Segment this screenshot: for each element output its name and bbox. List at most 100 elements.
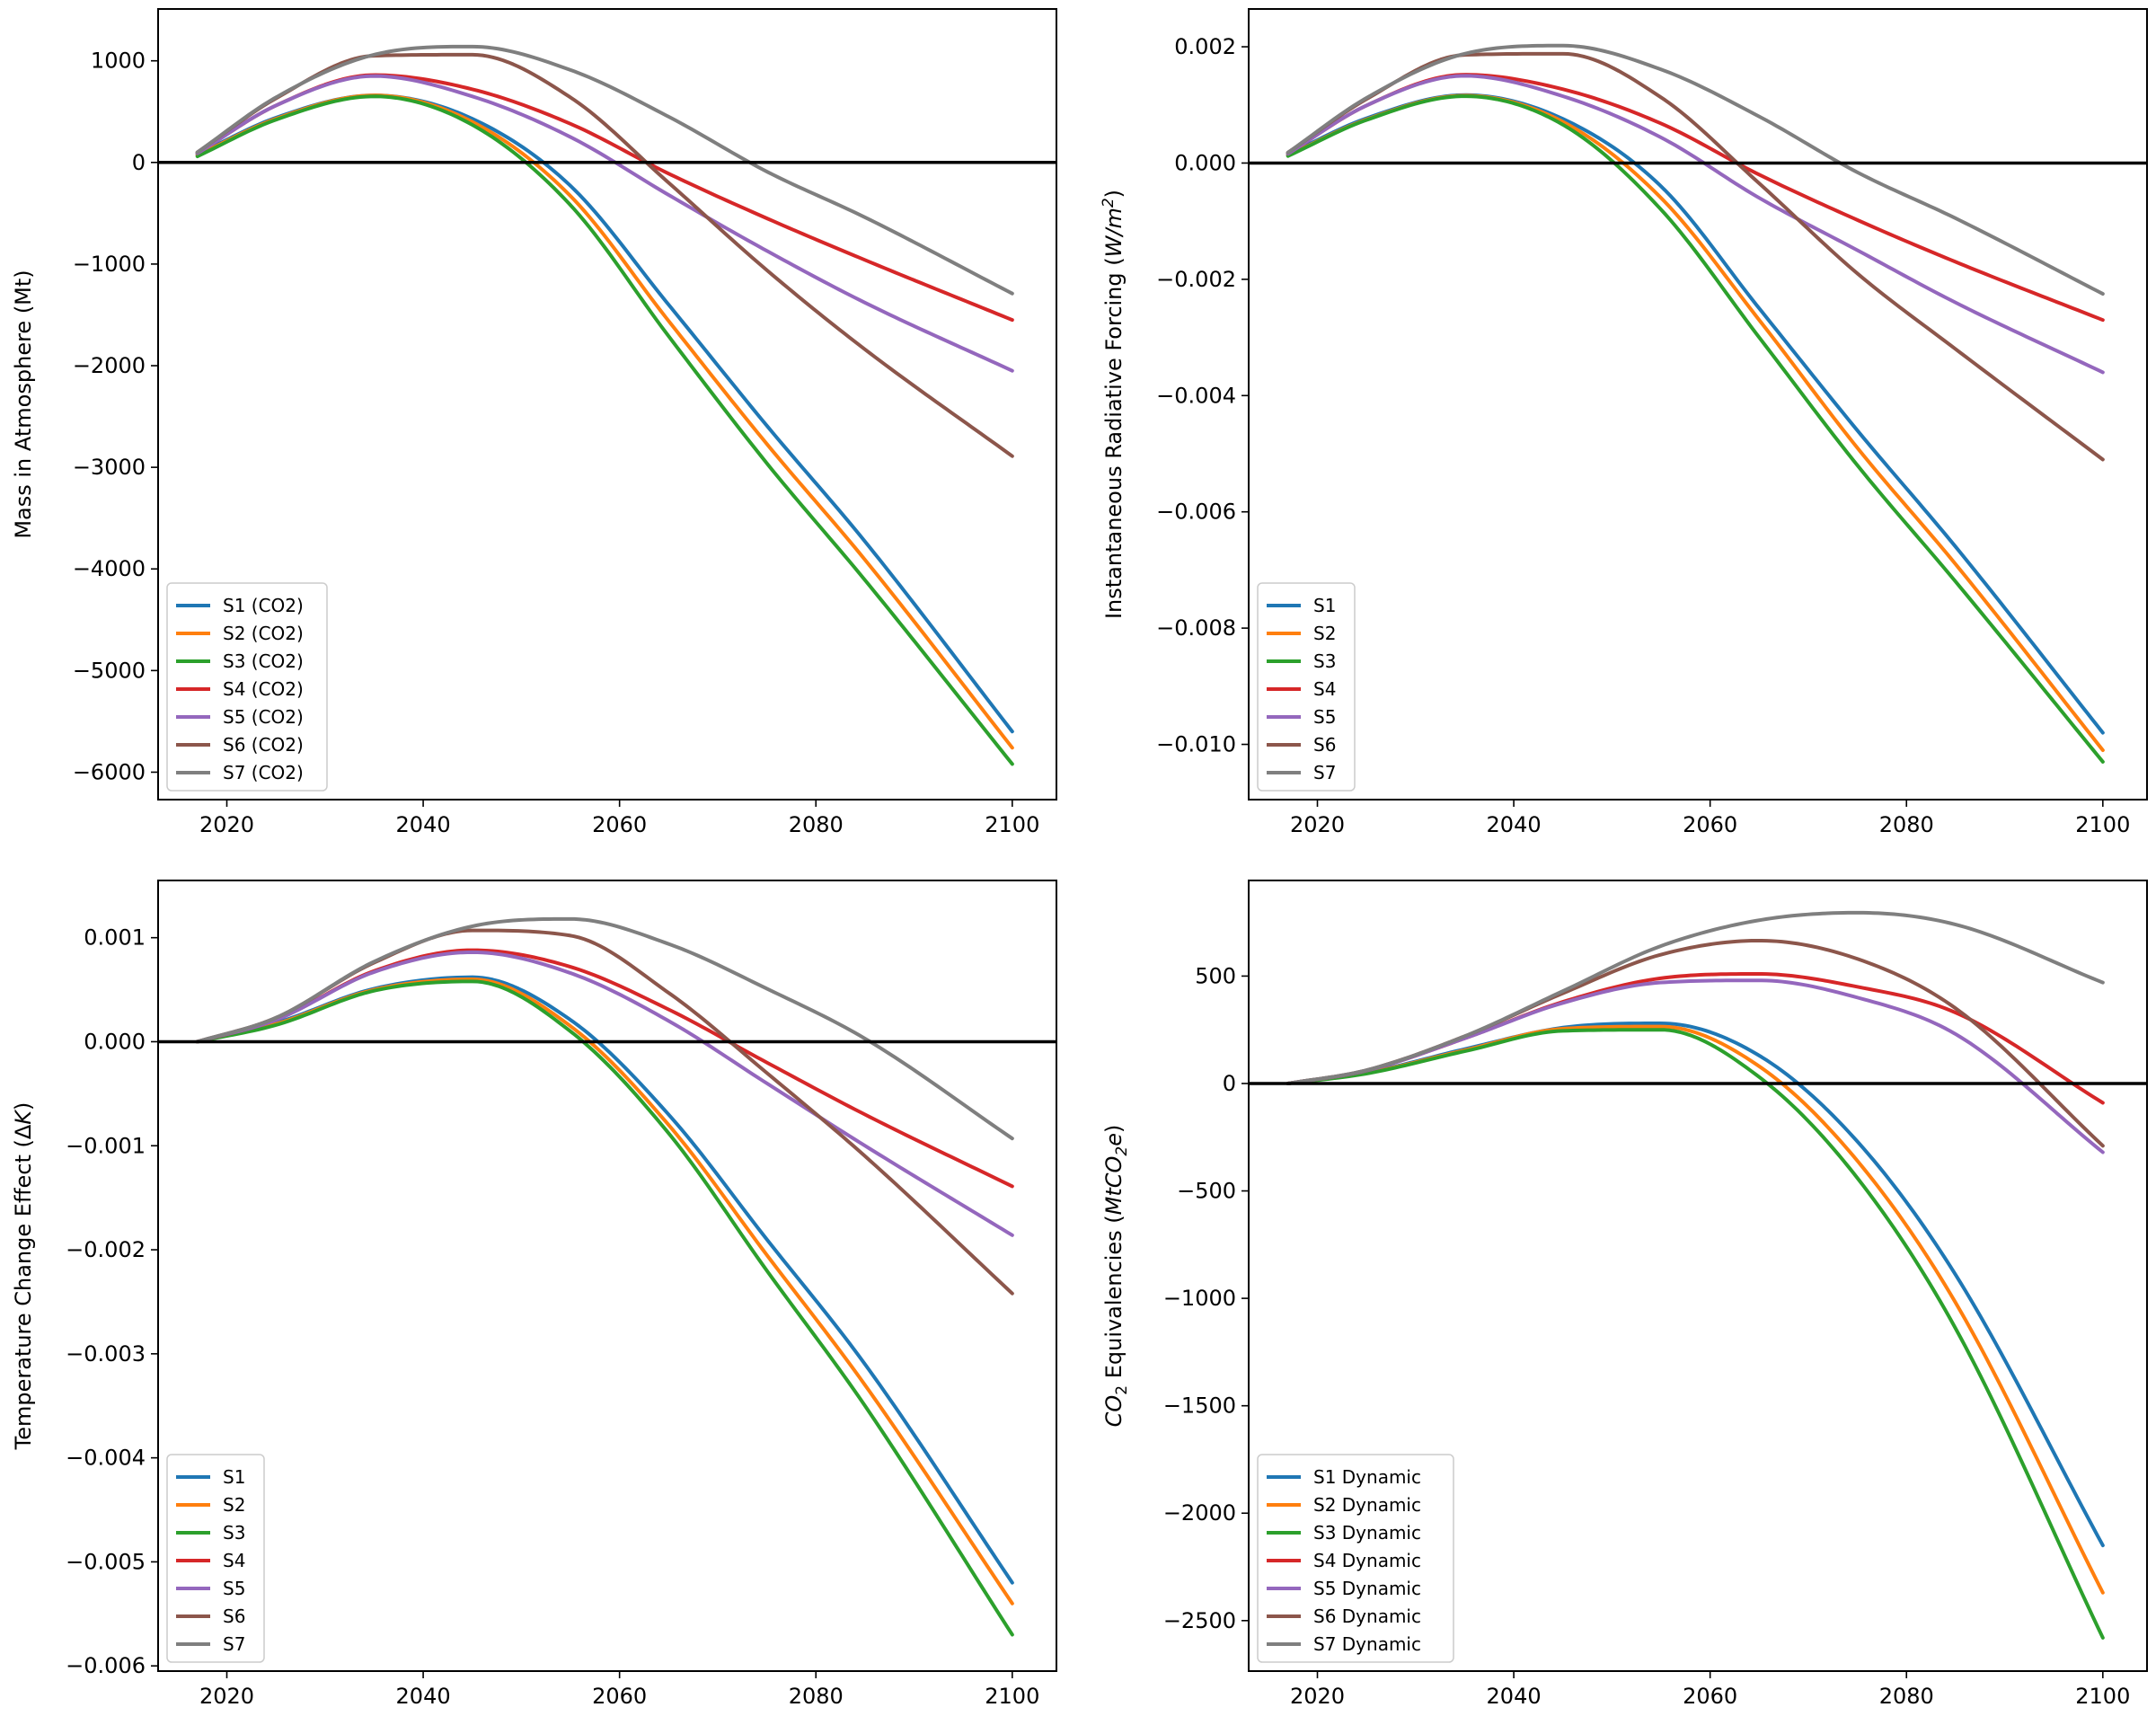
y-tick-label: 0 — [1223, 1071, 1236, 1096]
y-axis-label: Temperature Change Effect (ΔK) — [11, 1102, 36, 1451]
chart-panels: 2020 2040 2060 2080 2100 1000 0 −1000 −2000 −3000… — [11, 8, 2148, 1709]
series-line-3 — [1286, 1028, 2105, 1640]
y-tick-label: −0.004 — [66, 1446, 146, 1471]
x-tick-label: 2100 — [985, 1684, 1039, 1709]
legend: S1 (CO2) S2 (CO2) S3 (CO2) S4 (CO2) S5 (CO2)… — [166, 582, 328, 792]
y-tick-label: 500 — [1195, 963, 1236, 988]
legend-entry: S6 — [1313, 734, 1336, 756]
legend-entry: S7 — [1313, 762, 1336, 783]
series-line-3 — [1286, 94, 2105, 764]
legend-entry: S3 — [223, 1522, 245, 1544]
legend-entry: S7 (CO2) — [223, 762, 304, 783]
y-tick-label: −1000 — [1163, 1286, 1236, 1311]
x-tick-label: 2040 — [396, 812, 451, 837]
x-tick-label: 2100 — [985, 812, 1039, 837]
x-tick-label: 2060 — [1683, 1684, 1737, 1709]
legend-entry: S3 (CO2) — [223, 650, 304, 672]
legend-entry: S5 Dynamic — [1313, 1578, 1421, 1599]
legend-entry: S6 (CO2) — [223, 734, 304, 756]
legend-entry: S7 Dynamic — [1313, 1633, 1421, 1655]
y-tick-label: −0.003 — [66, 1341, 146, 1367]
y-axis-label: Mass in Atmosphere (Mt) — [11, 270, 36, 538]
y-tick-label: −2000 — [1163, 1500, 1236, 1526]
series-lines — [195, 44, 1014, 766]
chart-panel-3: 2020 2040 2060 2080 2100 0.001 0.000 −0.001 −0.0… — [11, 880, 1057, 1709]
x-tick-label: 2060 — [592, 812, 647, 837]
y-tick-label: 0.001 — [84, 925, 146, 951]
x-tick-label: 2060 — [592, 1684, 647, 1709]
legend: S1 S2 S3 S4 S5 S6 S7 — [1257, 582, 1356, 792]
y-tick-label: −1500 — [1163, 1393, 1236, 1419]
y-tick-label: 0.002 — [1174, 34, 1236, 59]
y-tick-label: −3000 — [73, 455, 146, 480]
x-tick-label: 2020 — [199, 812, 254, 837]
legend-entry: S4 — [223, 1550, 245, 1571]
series-line-5 — [195, 950, 1014, 1237]
legend-entry: S2 Dynamic — [1313, 1494, 1421, 1516]
x-tick-label: 2080 — [789, 812, 844, 837]
legend-box — [166, 1454, 265, 1663]
y-tick-label: −0.004 — [1156, 383, 1236, 408]
y-tick-label: −0.010 — [1156, 732, 1236, 757]
legend-entry: S4 — [1313, 678, 1336, 700]
series-lines — [195, 916, 1014, 1637]
x-tick-label: 2020 — [1290, 1684, 1345, 1709]
y-tick-label: 0 — [132, 150, 146, 175]
x-tick-label: 2080 — [1879, 1684, 1934, 1709]
series-line-7 — [1286, 43, 2105, 296]
plot-frame — [1248, 8, 2148, 801]
x-tick-label: 2040 — [396, 1684, 451, 1709]
series-line-7 — [195, 44, 1014, 296]
plot-frame — [1248, 880, 2148, 1672]
y-tick-label: −2000 — [73, 353, 146, 378]
legend-box — [1257, 1454, 1454, 1663]
legend-entry: S2 — [1313, 623, 1336, 644]
x-tick-label: 2080 — [1879, 812, 1934, 837]
legend-entry: S1 (CO2) — [223, 595, 304, 616]
x-tick-label: 2040 — [1487, 812, 1542, 837]
legend-entry: S3 — [1313, 650, 1336, 672]
legend-entry: S2 — [223, 1494, 245, 1516]
y-tick-label: −4000 — [73, 556, 146, 581]
x-tick-label: 2020 — [1290, 812, 1345, 837]
y-tick-label: −0.002 — [1156, 267, 1236, 292]
y-tick-label: −0.005 — [66, 1549, 146, 1574]
legend-entry: S7 — [223, 1633, 245, 1655]
series-line-7 — [1286, 910, 2105, 1085]
y-tick-label: −1000 — [73, 252, 146, 277]
legend-entry: S5 — [1313, 706, 1336, 728]
y-tick-label: −0.001 — [66, 1133, 146, 1158]
legend-entry: S5 (CO2) — [223, 706, 304, 728]
y-tick-label: −0.006 — [66, 1653, 146, 1678]
y-tick-label: 0.000 — [1174, 150, 1236, 175]
legend-entry: S1 Dynamic — [1313, 1466, 1421, 1488]
y-axis-label: Instantaneous Radiative Forcing (W/m2) — [1100, 190, 1127, 619]
legend-entry: S4 Dynamic — [1313, 1550, 1421, 1571]
legend-entry: S6 Dynamic — [1313, 1606, 1421, 1627]
y-tick-label: −0.002 — [66, 1237, 146, 1262]
legend-entry: S2 (CO2) — [223, 623, 304, 644]
y-axis-label: CO2 Equivalencies (MtCO2e) — [1101, 1125, 1131, 1428]
legend-entry: S6 — [223, 1606, 245, 1627]
legend-entry: S3 Dynamic — [1313, 1522, 1421, 1544]
x-tick-label: 2040 — [1487, 1684, 1542, 1709]
y-tick-label: −5000 — [73, 658, 146, 683]
y-tick-label: −0.008 — [1156, 615, 1236, 641]
series-line-5 — [1286, 74, 2105, 375]
plot-frame — [157, 8, 1057, 801]
legend: S1 S2 S3 S4 S5 S6 S7 — [166, 1454, 265, 1663]
chart-panel-1: 2020 2040 2060 2080 2100 1000 0 −1000 −2000 −3000… — [11, 8, 1057, 837]
y-tick-label: −0.006 — [1156, 500, 1236, 525]
x-tick-label: 2020 — [199, 1684, 254, 1709]
y-tick-label: −2500 — [1163, 1608, 1236, 1633]
x-tick-label: 2060 — [1683, 812, 1737, 837]
y-tick-label: −500 — [1177, 1179, 1236, 1204]
series-lines — [1286, 43, 2105, 764]
chart-panel-2: 2020 2040 2060 2080 2100 0.002 0.000 −0.002 −0.0… — [1100, 8, 2148, 837]
series-line-5 — [195, 74, 1014, 373]
y-tick-label: −6000 — [73, 759, 146, 784]
legend-entry: S5 — [223, 1578, 245, 1599]
plot-frame — [157, 880, 1057, 1672]
